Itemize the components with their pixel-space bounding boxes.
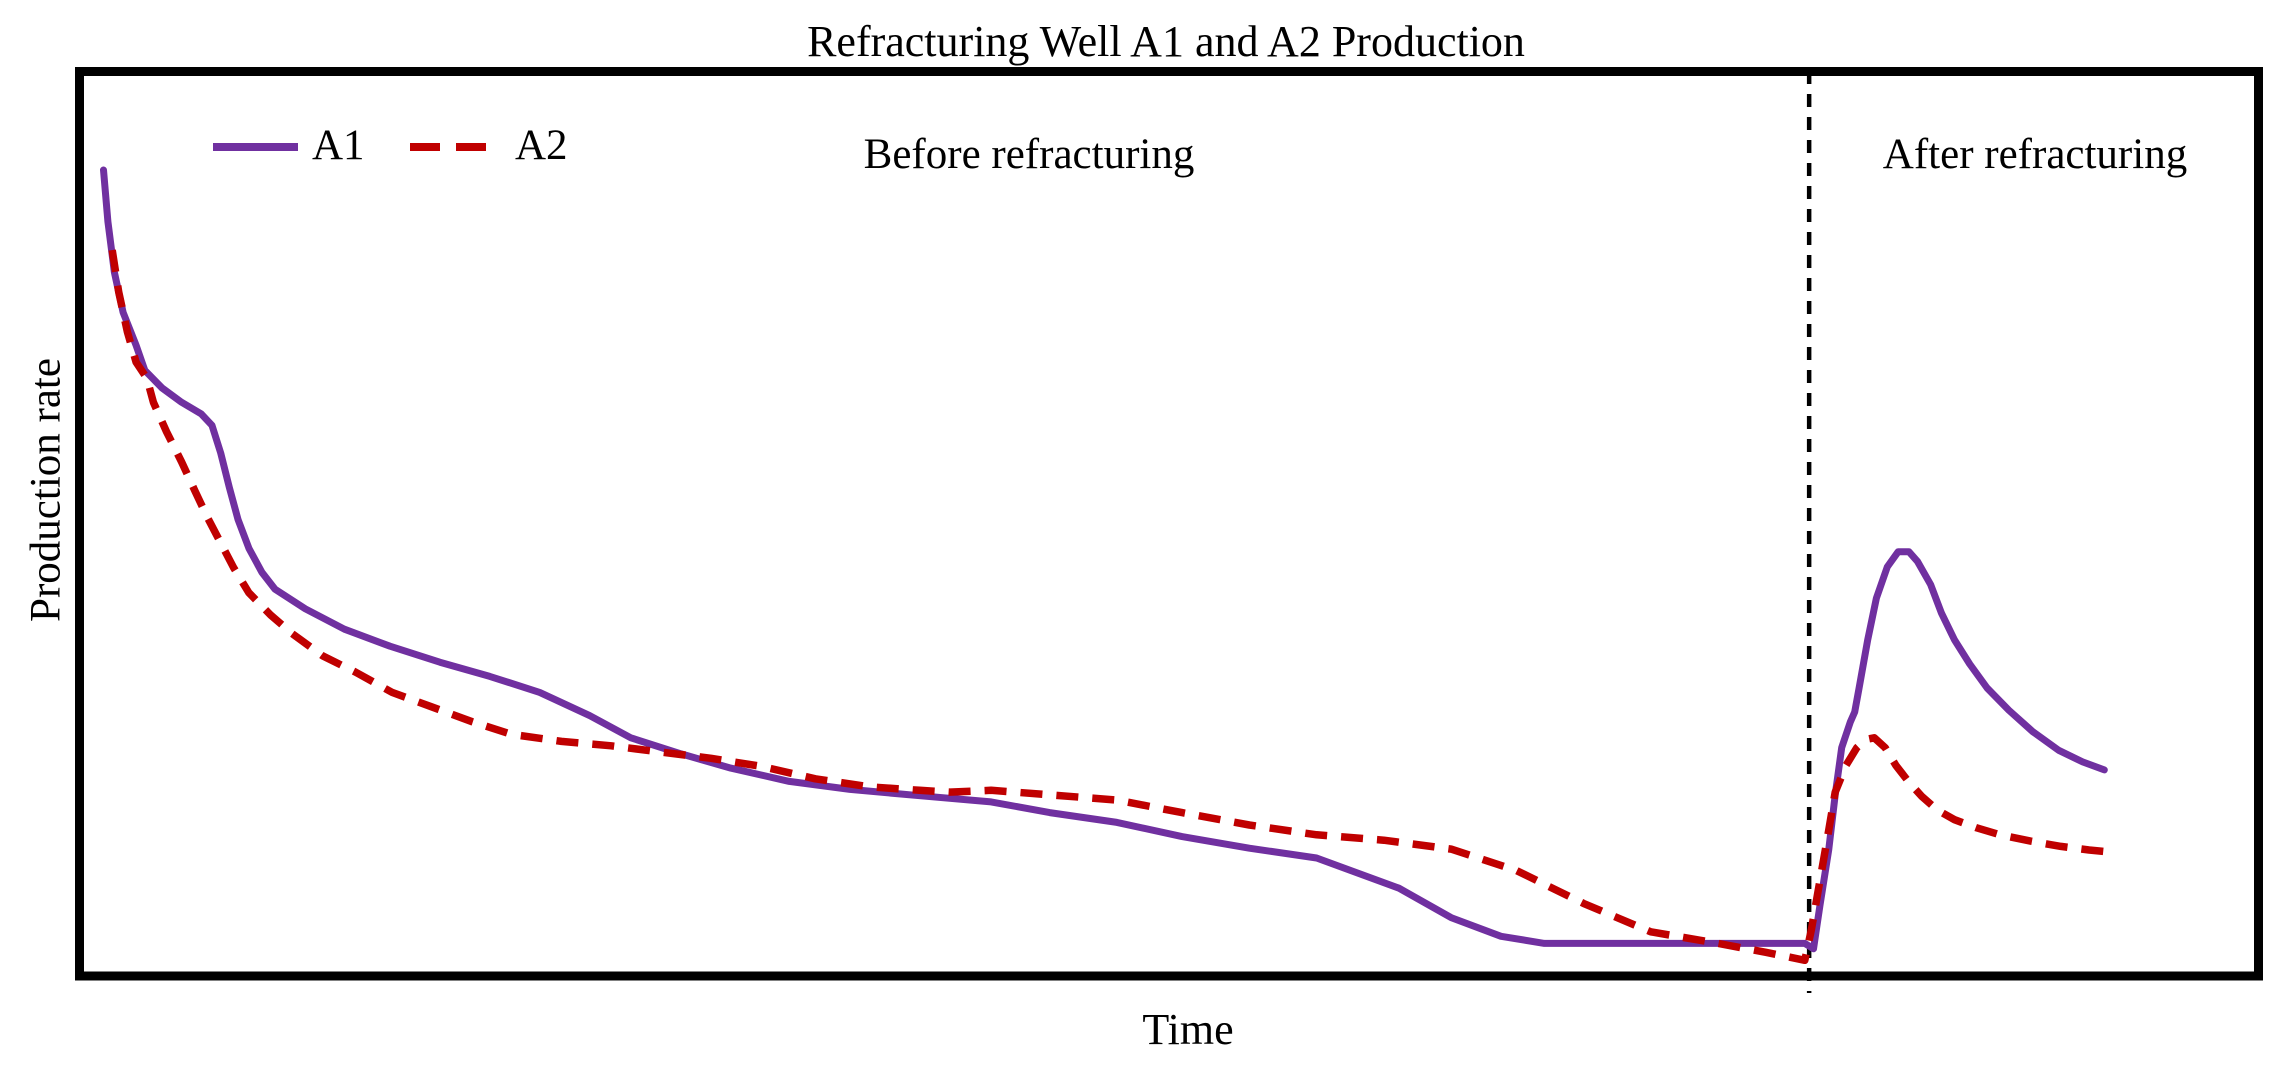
series-a1-line: [100, 166, 2108, 953]
chart-title: Refracturing Well A1 and A2 Production: [807, 17, 1525, 66]
legend-label-a1: A1: [312, 122, 365, 169]
annotation-after-refracturing: After refracturing: [1882, 131, 2188, 178]
legend-label-a2: A2: [515, 122, 568, 169]
series-a2-line: [108, 249, 2116, 965]
annotation-before-refracturing: Before refracturing: [863, 131, 1195, 178]
plot-border: [75, 67, 2263, 981]
x-axis-label: Time: [1142, 1005, 1234, 1054]
